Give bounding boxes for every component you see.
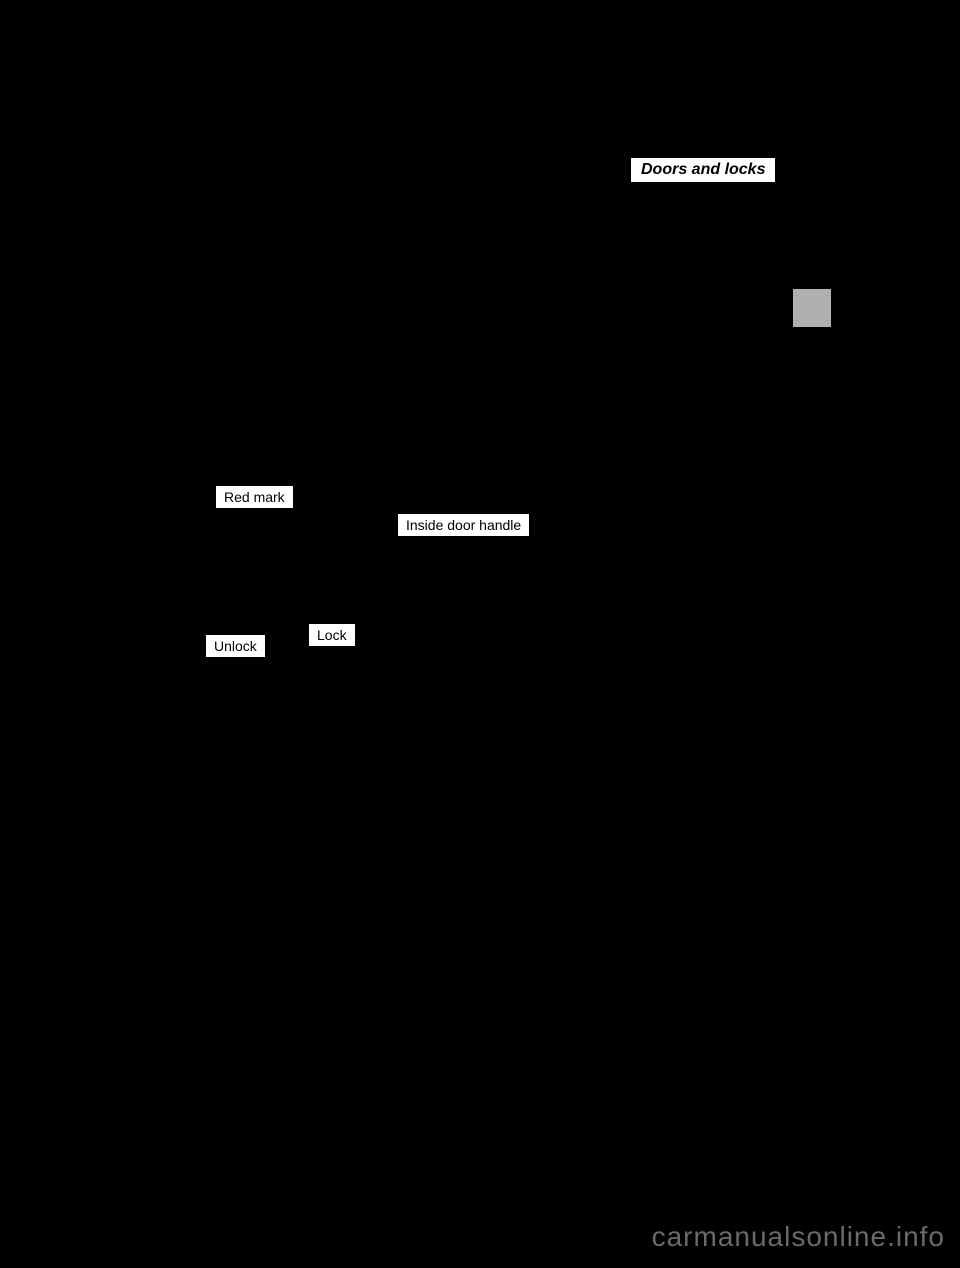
label-red-mark: Red mark bbox=[216, 486, 293, 508]
label-inside-door-handle: Inside door handle bbox=[398, 514, 529, 536]
watermark-text: carmanualsonline.info bbox=[652, 1221, 945, 1253]
label-lock: Lock bbox=[309, 624, 355, 646]
section-header: Doors and locks bbox=[631, 158, 775, 182]
label-unlock: Unlock bbox=[206, 635, 265, 657]
page-marker-box bbox=[793, 289, 831, 327]
